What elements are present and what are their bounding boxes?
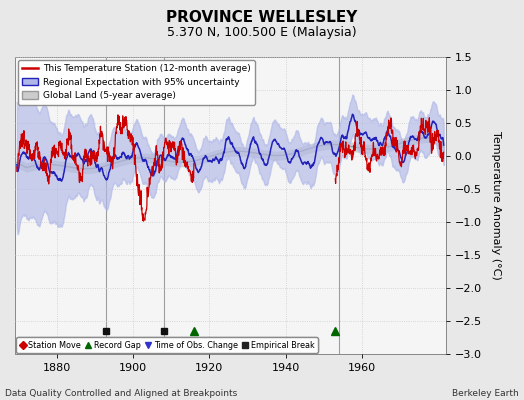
Y-axis label: Temperature Anomaly (°C): Temperature Anomaly (°C) (491, 131, 501, 280)
Text: Data Quality Controlled and Aligned at Breakpoints: Data Quality Controlled and Aligned at B… (5, 389, 237, 398)
Legend: Station Move, Record Gap, Time of Obs. Change, Empirical Break: Station Move, Record Gap, Time of Obs. C… (16, 337, 318, 353)
Text: Berkeley Earth: Berkeley Earth (452, 389, 519, 398)
Text: 5.370 N, 100.500 E (Malaysia): 5.370 N, 100.500 E (Malaysia) (167, 26, 357, 39)
Text: PROVINCE WELLESLEY: PROVINCE WELLESLEY (166, 10, 358, 25)
